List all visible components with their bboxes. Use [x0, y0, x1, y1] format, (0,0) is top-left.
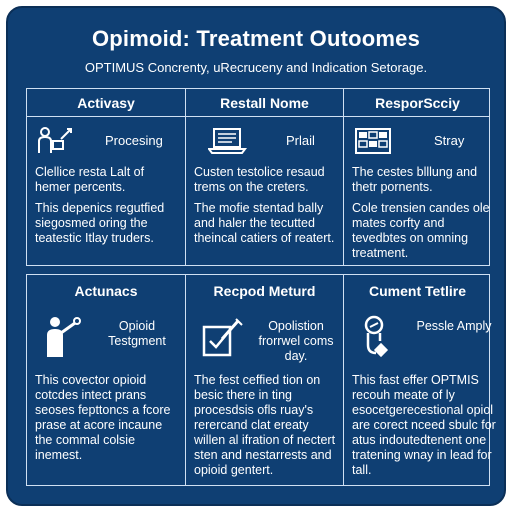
column-text: Clellice resta Lalt of hemer percents.	[35, 165, 145, 194]
icon-row: Procesing	[27, 119, 185, 161]
icon-label: Procesing	[105, 133, 163, 148]
top-column-3: ResporScciy Stray The cestes blllung and…	[343, 89, 491, 265]
bottom-column-1: Actunacs Opioid Testgment This covector …	[27, 275, 185, 485]
icon-row: Stray	[344, 119, 491, 161]
person-pointing-icon	[47, 317, 81, 357]
laptop-icon	[208, 128, 247, 154]
bottom-column-2: Recpod Meturd Opolistion frorrwel coms d…	[185, 275, 343, 485]
infographic-card: Opimoid: Treatment Outoomes OPTIMUS Conc…	[6, 6, 506, 506]
page-title: Opimoid: Treatment Outoomes	[91, 26, 421, 51]
column-header: Restall Nome	[220, 95, 309, 111]
icon-label: Opolistion frorrwel coms day.	[258, 319, 334, 363]
top-column-2: Restall Nome Prlail Custen testolice res…	[185, 89, 343, 265]
icon-label: Pessle Amply	[416, 319, 492, 333]
top-header-row	[27, 89, 489, 117]
column-header: Activasy	[77, 95, 135, 111]
top-table: Activasy Procesing Clellice resta Lalt o…	[26, 88, 490, 266]
checklist-syringe-icon	[202, 318, 243, 357]
page-subtitle: OPTIMUS Concrenty, uRecruceny and Indica…	[84, 60, 428, 75]
column-header: Actunacs	[74, 283, 138, 299]
icon-row: Prlail	[186, 119, 343, 161]
bottom-column-3: Cument Tetlire Pessle Amply This fast ef…	[343, 275, 496, 485]
column-text: The fest ceffied tion on besic there in …	[194, 373, 336, 477]
icon-label: Opioid Testgment	[108, 319, 166, 348]
grid-calendar-icon	[355, 128, 391, 154]
column-text: Cole trensien candes ole mates corfty an…	[352, 201, 490, 260]
column-text: This fast effer OPTMIS recouh meate of l…	[352, 373, 496, 477]
column-text: This depenics regutfied siegosmed oring …	[35, 201, 165, 245]
column-header: Cument Tetlire	[369, 283, 466, 299]
column-header: Recpod Meturd	[213, 283, 316, 299]
stethoscope-icon	[364, 315, 389, 358]
column-text: Custen testolice resaud trems on the cre…	[194, 165, 325, 194]
bottom-table: Actunacs Opioid Testgment This covector …	[26, 274, 496, 486]
column-text: The cestes blllung and thetr pornents.	[352, 165, 478, 194]
top-column-1: Activasy Procesing Clellice resta Lalt o…	[27, 89, 185, 265]
column-text: This covector opioid cotcdes intect pran…	[35, 373, 171, 462]
column-header: ResporScciy	[375, 95, 460, 111]
person-with-tool-icon	[38, 127, 72, 153]
column-text: The mofie stentad bally and haler the te…	[194, 201, 335, 245]
icon-label: Stray	[434, 133, 465, 148]
icon-label: Prlail	[286, 133, 315, 148]
